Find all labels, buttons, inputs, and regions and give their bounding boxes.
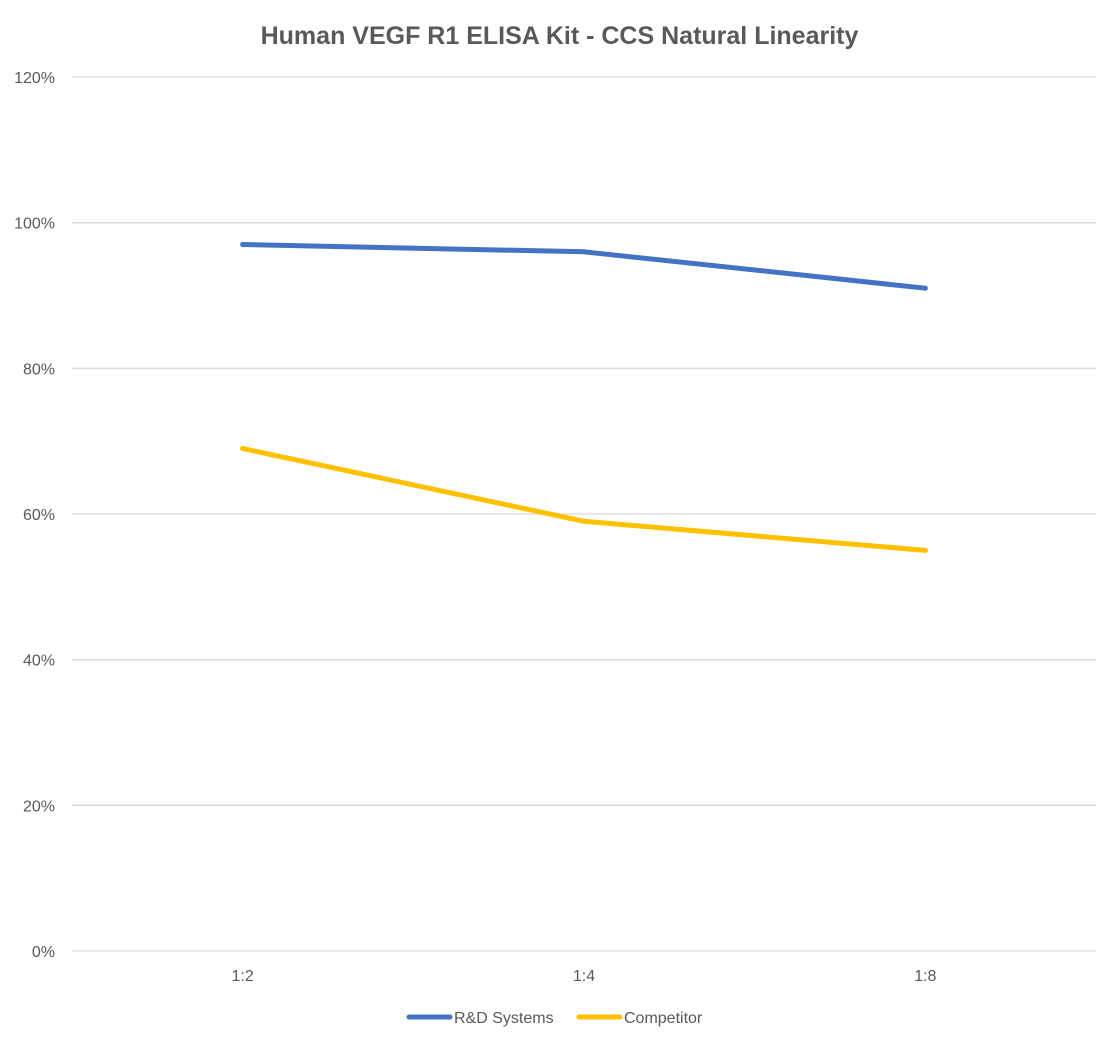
y-tick-label: 20% (23, 798, 55, 815)
x-tick-label: 1:8 (914, 968, 936, 985)
y-tick-label: 60% (23, 507, 55, 524)
data-point (922, 285, 928, 291)
data-point (922, 547, 928, 553)
series-lines (240, 242, 928, 553)
series-line-competitor (240, 446, 928, 553)
y-tick-label: 100% (14, 216, 55, 233)
data-point (240, 445, 246, 451)
legend: R&D Systems Competitor (406, 1010, 703, 1027)
data-point (240, 242, 246, 248)
y-tick-label: 40% (23, 653, 55, 670)
y-axis-tick-labels: 0% 20% 40% 60% 80% 100% 120% (14, 70, 55, 961)
legend-label: Competitor (624, 1010, 703, 1027)
y-tick-label: 0% (32, 944, 55, 961)
data-point (581, 518, 587, 524)
legend-label: R&D Systems (454, 1010, 554, 1027)
gridlines (72, 76, 1096, 952)
x-axis-tick-labels: 1:2 1:4 1:8 (232, 968, 937, 985)
chart-title: Human VEGF R1 ELISA Kit - CCS Natural Li… (261, 22, 859, 50)
data-point (581, 249, 587, 255)
y-tick-label: 120% (14, 70, 55, 87)
y-tick-label: 80% (23, 361, 55, 378)
x-tick-label: 1:4 (573, 968, 595, 985)
x-tick-label: 1:2 (232, 968, 254, 985)
